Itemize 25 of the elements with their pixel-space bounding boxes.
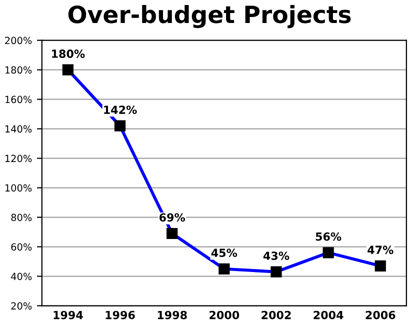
y-tick-label: 120% [5,154,32,162]
y-tick-label: 20% [11,302,32,310]
x-tick-label: 2004 [314,310,344,320]
chart-title: Over-budget Projects [68,5,351,28]
data-label: 45% [211,248,238,258]
y-tick-label: 180% [5,66,32,74]
y-tick-label: 60% [11,243,32,251]
y-tick-label: 40% [11,272,32,280]
data-label: 142% [104,106,137,114]
x-tick-label: 1994 [54,310,83,320]
x-tick-label: 2006 [366,310,396,320]
data-label: 69% [159,213,186,222]
y-tick-label: 100% [5,184,32,192]
y-tick-label: 80% [11,214,32,222]
y-tick-label: 160% [5,96,32,104]
y-tick-label: 140% [5,125,32,133]
x-tick-label: 2000 [210,310,240,320]
data-label: 180% [52,50,85,58]
x-tick-label: 1996 [106,310,135,320]
data-label: 47% [368,246,394,254]
x-tick-label: 2002 [262,310,291,320]
y-tick-label: 200% [5,36,32,44]
x-tick-label: 1998 [158,310,187,320]
data-label: 43% [263,252,290,260]
data-label: 56% [316,232,342,241]
